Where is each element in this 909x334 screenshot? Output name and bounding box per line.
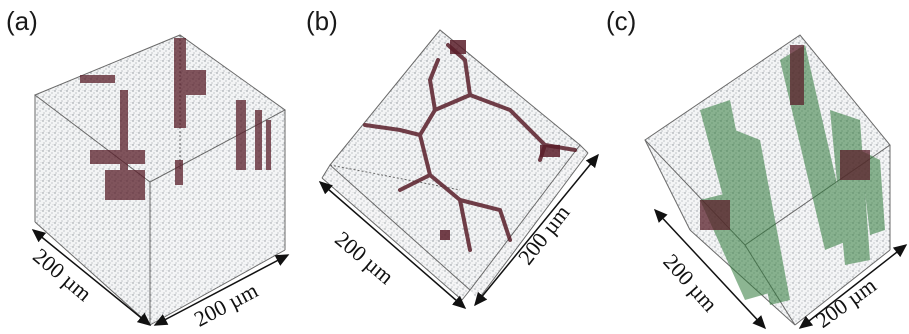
- panel-b-label: (b): [306, 6, 338, 36]
- panel-a-label: (a): [6, 6, 38, 36]
- dimension-arrows: [31, 153, 908, 330]
- panel-c-label: (c): [606, 6, 637, 36]
